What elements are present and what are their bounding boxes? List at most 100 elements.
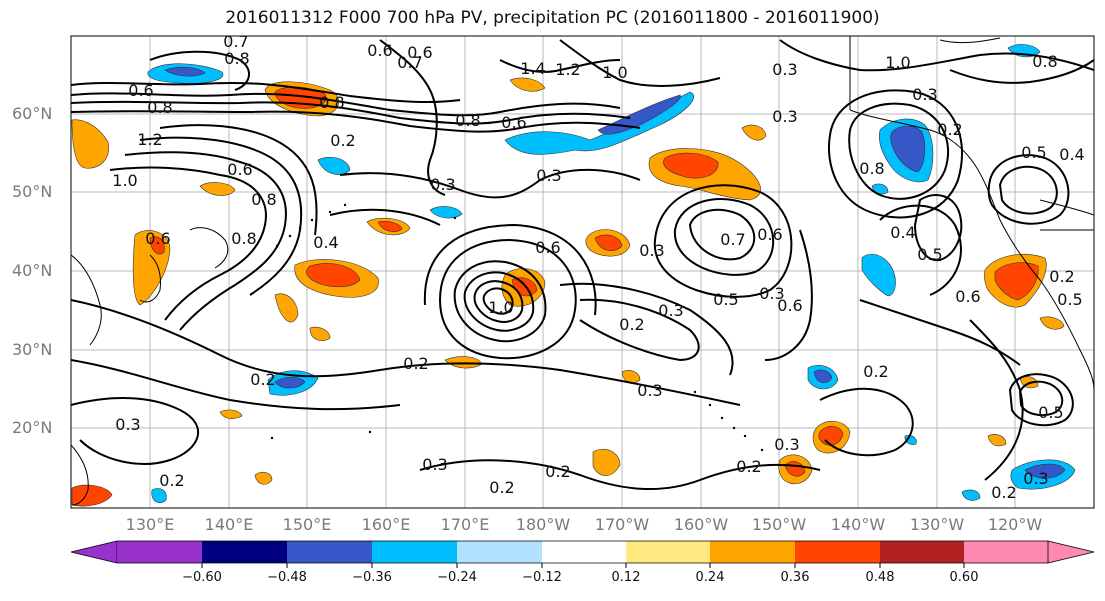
lon-label: 160°W [673,515,729,534]
precip-blob [429,206,463,219]
lon-label: 170°E [440,515,490,534]
contour-label: 0.3 [115,415,140,434]
contour-label: 1.0 [488,298,513,317]
lon-label: 150°E [282,515,332,534]
contour-label: 0.4 [1059,145,1084,164]
precip-blob [961,489,981,501]
lat-label: 40°N [12,261,53,280]
precip-blob [861,253,896,297]
precip-blob [592,448,621,476]
contour-label: 0.8 [224,49,249,68]
contour-label: 0.6 [777,296,802,315]
contour-label: 1.0 [602,63,627,82]
contour-label: 0.4 [313,233,338,252]
precip-blob [317,157,351,175]
contour-label: 0.6 [407,43,432,62]
lon-label: 140°W [830,515,886,534]
contour-label: 0.2 [403,354,428,373]
contour-label: 0.8 [231,229,256,248]
contour-label: 0.3 [1023,469,1048,488]
precip-blob [151,488,167,503]
colorbar-tick-label: 0.12 [611,570,641,585]
pv-contours [71,39,1094,491]
contour-label: 0.8 [1032,52,1057,71]
precip-blob [1024,463,1066,479]
precip-blob [254,471,273,485]
lon-label: 120°W [987,515,1043,534]
contour-label: 0.3 [772,60,797,79]
contour-label: 0.6 [501,113,526,132]
contour-label: 0.3 [639,241,664,260]
contour-label: 0.3 [774,435,799,454]
contour-label: 0.2 [159,471,184,490]
contour-label: 0.8 [251,190,276,209]
lat-label: 30°N [12,340,53,359]
contour-label: 0.5 [713,290,738,309]
lon-label: 150°W [751,515,807,534]
precip-blob [149,236,165,255]
contour-label: 1.0 [112,171,137,190]
map-title: 2016011312 F000 700 hPa PV, precipitatio… [225,8,880,28]
colorbar-tick-label: −0.24 [437,570,477,585]
contour-label: 0.3 [658,301,683,320]
contour-label: 0.2 [330,131,355,150]
contour-label: 0.6 [367,41,392,60]
colorbar-tick-label: 0.60 [949,570,979,585]
contour-label: 0.3 [772,107,797,126]
contour-label: 1.4 [520,59,545,78]
precip-blob [219,409,243,419]
colorbar-tick-label: −0.60 [182,570,222,585]
contour-label: 1.2 [555,60,580,79]
colorbar-tick-label: −0.36 [352,570,392,585]
precip-blob [377,221,403,232]
contour-label: 0.2 [736,457,761,476]
contour-label: 0.6 [128,81,153,100]
lon-label: 160°E [361,515,411,534]
precip-blob [813,369,833,384]
colorbar-tick-label: 0.36 [780,570,810,585]
contour-label: 0.4 [890,223,915,242]
contour-label: 0.6 [535,238,560,257]
precip-blob [987,434,1007,447]
precip-blob [309,326,331,341]
lat-label: 60°N [12,104,53,123]
contour-label: 1.0 [885,53,910,72]
lat-label: 20°N [12,418,53,437]
contour-label: 0.2 [545,462,570,481]
contour-label: 0.2 [619,315,644,334]
contour-label: 0.2 [863,362,888,381]
precip-blob [994,262,1039,301]
contour-label: 0.6 [227,160,252,179]
colorbar-tick-label: −0.12 [522,570,562,585]
colorbar-tick-label: 0.24 [695,570,725,585]
contour-label: 0.3 [759,284,784,303]
contour-label: 0.3 [430,175,455,194]
contour-label: 0.8 [859,159,884,178]
contour-label: 0.2 [1049,267,1074,286]
contour-label: 0.3 [637,381,662,400]
lon-label: 180°W [515,515,571,534]
precip-blob [504,91,695,155]
precip-blob [1039,316,1065,330]
contour-label: 0.2 [937,120,962,139]
contour-label: 0.5 [1021,143,1046,162]
colorbar-tick-label: −0.48 [267,570,307,585]
island-dots [270,203,764,452]
contour-label: 0.8 [455,111,480,130]
lat-label: 50°N [12,182,53,201]
precip-blob [509,77,546,92]
precip-shading [71,44,1076,507]
coastlines [71,36,1094,506]
precip-blob [306,263,361,288]
lon-label: 170°W [594,515,650,534]
lon-label: 130°E [125,515,175,534]
precip-blob [594,234,623,251]
contour-label: 1.2 [137,130,162,149]
precip-blob [890,125,926,173]
contour-label: 0.2 [250,370,275,389]
contour-label: 0.5 [917,245,942,264]
contour-label: 0.6 [955,287,980,306]
contour-label: 0.3 [422,455,447,474]
contour-label-group: 0.7 0.8 0.6 0.7 1.4 1.2 1.0 1.0 0.8 0.6 … [112,32,1084,502]
